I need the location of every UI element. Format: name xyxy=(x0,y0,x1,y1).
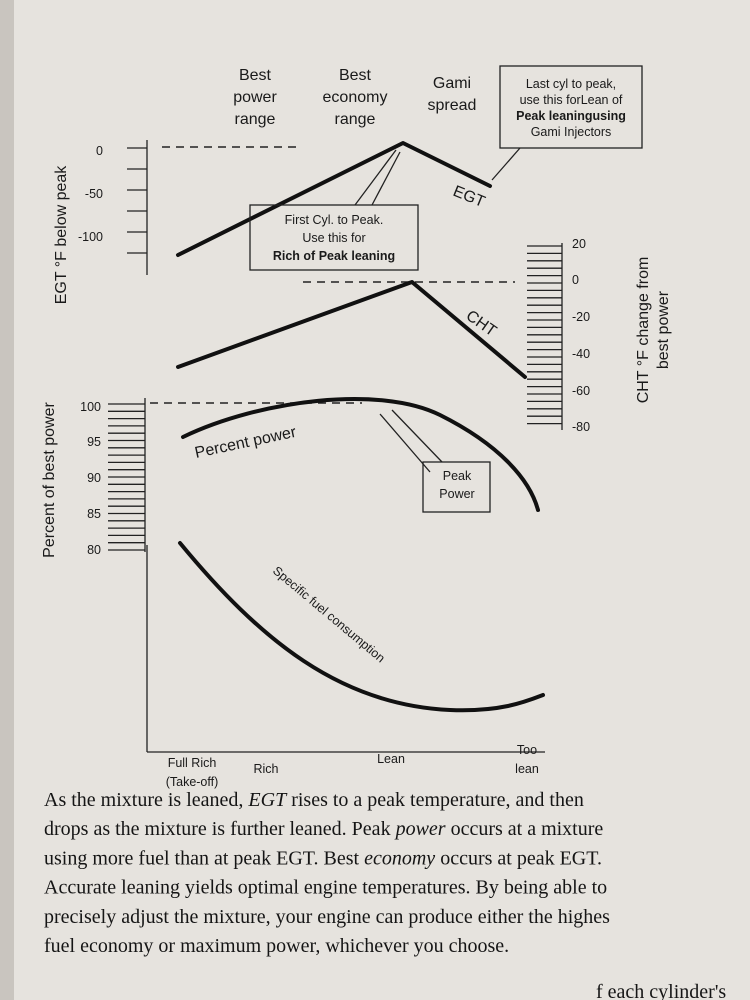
tick-label: 0 xyxy=(572,273,579,287)
x-label: Lean xyxy=(377,752,405,766)
tick-label: 0 xyxy=(96,144,103,158)
tick-label: -60 xyxy=(572,384,590,398)
text-run: using more fuel than at peak EGT. Best xyxy=(44,847,364,869)
tick-label: -80 xyxy=(572,420,590,434)
page-edge xyxy=(0,0,14,1000)
cht-curve xyxy=(176,280,527,379)
x-label: Full Rich xyxy=(168,756,217,770)
callout-text: Rich of Peak leaning xyxy=(273,249,395,263)
axis-label: Percent of best power xyxy=(41,402,58,558)
paragraph-line: using more fuel than at peak EGT. Best e… xyxy=(44,847,602,869)
header: range xyxy=(235,111,276,128)
egt-curve xyxy=(176,141,492,257)
text-run: economy xyxy=(364,847,435,869)
axis-label: EGT °F below peak xyxy=(53,165,70,305)
paragraph-line: drops as the mixture is further leaned. … xyxy=(44,818,603,840)
callout-text: Last cyl to peak, xyxy=(526,77,616,91)
pointer xyxy=(391,409,443,463)
text-run: occurs at a mixture xyxy=(446,818,604,840)
tick-label: 80 xyxy=(87,543,101,557)
text-run: rises to a peak temperature, and then xyxy=(286,789,584,811)
text-run: EGT xyxy=(247,789,288,811)
header: Best xyxy=(339,67,372,84)
callout-box xyxy=(422,461,491,513)
power-curve xyxy=(181,397,540,512)
pointer xyxy=(491,147,521,181)
text-run: power xyxy=(394,818,446,840)
callout-box xyxy=(249,204,419,271)
pointer xyxy=(371,151,401,206)
tick-label: -50 xyxy=(85,187,103,201)
header: range xyxy=(335,111,376,128)
callout-text: Power xyxy=(439,487,474,501)
header: Gami xyxy=(433,75,471,92)
callout-text: First Cyl. to Peak. xyxy=(285,213,384,227)
tick-label: 85 xyxy=(87,507,101,521)
text-run: fuel economy or maximum power, whichever… xyxy=(44,935,509,957)
text-run: As the mixture is leaned, xyxy=(44,789,248,811)
paragraph-line: fuel economy or maximum power, whichever… xyxy=(44,935,509,957)
header: Best xyxy=(239,67,272,84)
x-label: (Take-off) xyxy=(166,775,219,789)
sfc-curve xyxy=(178,541,545,713)
tick-label: -100 xyxy=(78,230,103,244)
tick-label: 20 xyxy=(572,237,586,251)
text-run: precisely adjust the mixture, your engin… xyxy=(44,906,610,928)
paragraph-line: Accurate leaning yields optimal engine t… xyxy=(44,877,607,899)
pointer xyxy=(379,413,431,473)
header: economy xyxy=(323,89,388,106)
x-label: Rich xyxy=(253,762,278,776)
text-fragment: f each cylinder's xyxy=(596,981,726,1000)
axis-label: best power xyxy=(655,290,672,369)
text-run: Accurate leaning yields optimal engine t… xyxy=(44,877,607,899)
header: spread xyxy=(428,97,477,114)
diagram xyxy=(144,65,643,753)
tick-label: -20 xyxy=(572,310,590,324)
tick-label: 95 xyxy=(87,435,101,449)
callout-text: Peak leaningusing xyxy=(516,109,626,123)
paragraph-line: precisely adjust the mixture, your engin… xyxy=(44,906,610,928)
callout-text: use this forLean of xyxy=(520,93,623,107)
paragraph-line: As the mixture is leaned, EGT rises to a… xyxy=(44,789,584,811)
x-label: Too xyxy=(517,743,537,757)
pointer xyxy=(354,149,397,206)
tick-label: -40 xyxy=(572,347,590,361)
tick-label: 90 xyxy=(87,471,101,485)
header: power xyxy=(233,89,277,106)
callout-box xyxy=(499,65,643,149)
axis-label: CHT °F change from xyxy=(635,257,652,404)
text-run: occurs at peak EGT. xyxy=(435,847,602,869)
callout-text: Peak xyxy=(443,469,472,483)
callout-text: Gami Injectors xyxy=(531,125,612,139)
tick-label: 100 xyxy=(80,400,101,414)
x-label: lean xyxy=(515,762,539,776)
text-run: drops as the mixture is further leaned. … xyxy=(44,818,396,840)
callout-text: Use this for xyxy=(302,231,365,245)
